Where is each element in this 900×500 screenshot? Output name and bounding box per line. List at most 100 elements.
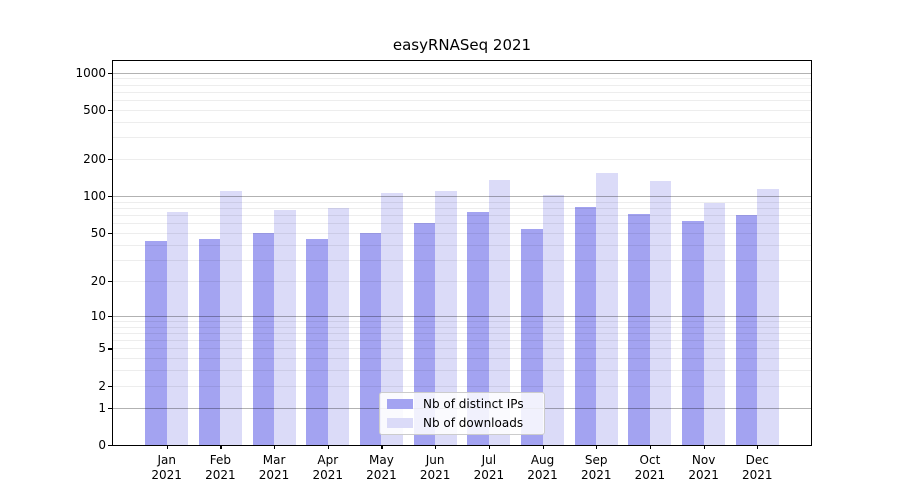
- minor-gridline: [113, 78, 811, 80]
- bar-downloads: [166, 211, 189, 445]
- minor-gridline: [113, 332, 811, 334]
- y-tick-label: 0: [98, 438, 106, 452]
- x-tick-label: Jan 2021: [151, 453, 182, 482]
- x-tick-label: Aug 2021: [527, 453, 558, 482]
- bar-downloads: [274, 210, 296, 445]
- x-tick-label: Feb 2021: [205, 453, 236, 482]
- major-gridline: [113, 315, 811, 317]
- y-tick-label: 2: [98, 378, 106, 393]
- y-tick-label: 500: [83, 102, 106, 117]
- y-tick-label: 10: [90, 308, 106, 323]
- minor-gridline: [113, 121, 811, 123]
- x-tick-label: May 2021: [366, 453, 397, 482]
- x-tick-label: Dec 2021: [742, 453, 773, 482]
- x-tick-label: Jun 2021: [419, 453, 451, 482]
- minor-gridline: [113, 201, 811, 203]
- bar-downloads: [596, 173, 618, 445]
- chart-title: easyRNASeq 2021: [392, 36, 532, 54]
- y-axis-tick: [108, 348, 112, 350]
- x-tick-label: Sep 2021: [580, 453, 612, 482]
- bars-layer: [113, 61, 811, 445]
- legend-swatch-distinct-ips-icon: [387, 399, 413, 410]
- x-axis-tick: [435, 445, 437, 449]
- bar-distinct-ips: [306, 238, 328, 445]
- bar-distinct-ips: [252, 233, 275, 445]
- x-axis-tick: [757, 445, 759, 449]
- legend-swatch-downloads-icon: [387, 417, 413, 428]
- x-tick-label: Apr 2021: [312, 453, 344, 482]
- minor-gridline: [113, 84, 811, 86]
- minor-gridline: [113, 159, 811, 161]
- x-axis-tick: [381, 445, 383, 449]
- x-axis-tick: [649, 445, 652, 449]
- bar-downloads: [220, 191, 242, 445]
- minor-gridline: [113, 340, 811, 342]
- x-axis-tick: [327, 445, 329, 449]
- minor-gridline: [113, 100, 811, 102]
- legend: Nb of distinct IPs Nb of downloads: [379, 392, 545, 435]
- y-axis-tick: [108, 196, 112, 198]
- x-axis-tick: [703, 445, 705, 449]
- x-axis-tick: [542, 445, 544, 449]
- y-tick-label: 1000: [75, 65, 106, 80]
- bar-downloads: [649, 180, 672, 445]
- major-gridline: [113, 196, 811, 198]
- y-tick-label: 5: [98, 341, 106, 356]
- minor-gridline: [113, 320, 811, 322]
- minor-gridline: [113, 109, 811, 111]
- x-axis-tick: [488, 445, 491, 449]
- minor-gridline: [113, 370, 811, 372]
- y-tick-label: 1: [98, 400, 106, 415]
- minor-gridline: [113, 280, 811, 282]
- x-axis-tick: [166, 445, 168, 449]
- legend-label-downloads: Nb of downloads: [423, 415, 524, 430]
- x-tick-label: Oct 2021: [634, 453, 666, 482]
- minor-gridline: [113, 385, 811, 387]
- x-axis-tick: [274, 445, 276, 449]
- x-tick-label: Jul 2021: [473, 453, 505, 482]
- x-tick-label: Nov 2021: [688, 453, 719, 482]
- minor-gridline: [113, 215, 811, 217]
- minor-gridline: [113, 137, 811, 139]
- bar-distinct-ips: [413, 223, 436, 445]
- x-axis-tick: [220, 445, 222, 449]
- bar-downloads: [542, 195, 565, 445]
- y-axis-tick: [108, 159, 112, 161]
- minor-gridline: [113, 233, 811, 235]
- y-tick-label: 20: [90, 273, 106, 288]
- bar-distinct-ips: [521, 229, 543, 445]
- bar-downloads: [757, 188, 779, 445]
- x-tick-label: Mar 2021: [258, 453, 290, 482]
- y-axis-tick: [108, 280, 112, 283]
- x-axis-tick: [596, 445, 598, 449]
- bar-distinct-ips: [467, 211, 489, 445]
- bar-distinct-ips: [359, 233, 382, 445]
- major-gridline: [113, 72, 811, 74]
- bar-distinct-ips: [735, 214, 758, 445]
- legend-item-downloads: Nb of downloads: [380, 415, 544, 431]
- bar-downloads: [435, 190, 457, 445]
- grid-layer: [113, 61, 811, 445]
- y-axis-tick: [108, 72, 112, 74]
- minor-gridline: [113, 208, 811, 210]
- y-axis-tick: [108, 445, 112, 447]
- y-axis-tick: [108, 407, 112, 409]
- bar-downloads: [488, 180, 511, 445]
- minor-gridline: [113, 91, 811, 93]
- y-axis-tick: [108, 233, 112, 235]
- y-tick-label: 100: [83, 189, 106, 204]
- minor-gridline: [113, 244, 811, 246]
- y-tick-label: 200: [83, 152, 106, 167]
- bar-distinct-ips: [682, 220, 704, 445]
- bar-downloads: [703, 203, 726, 445]
- minor-gridline: [113, 358, 811, 360]
- bar-distinct-ips: [198, 238, 221, 445]
- minor-gridline: [113, 326, 811, 328]
- bar-distinct-ips: [574, 207, 597, 445]
- y-axis-tick: [108, 109, 112, 112]
- bar-distinct-ips: [628, 213, 650, 445]
- y-axis-tick: [108, 385, 112, 387]
- minor-gridline: [113, 259, 811, 261]
- legend-label-distinct-ips: Nb of distinct IPs: [423, 397, 524, 412]
